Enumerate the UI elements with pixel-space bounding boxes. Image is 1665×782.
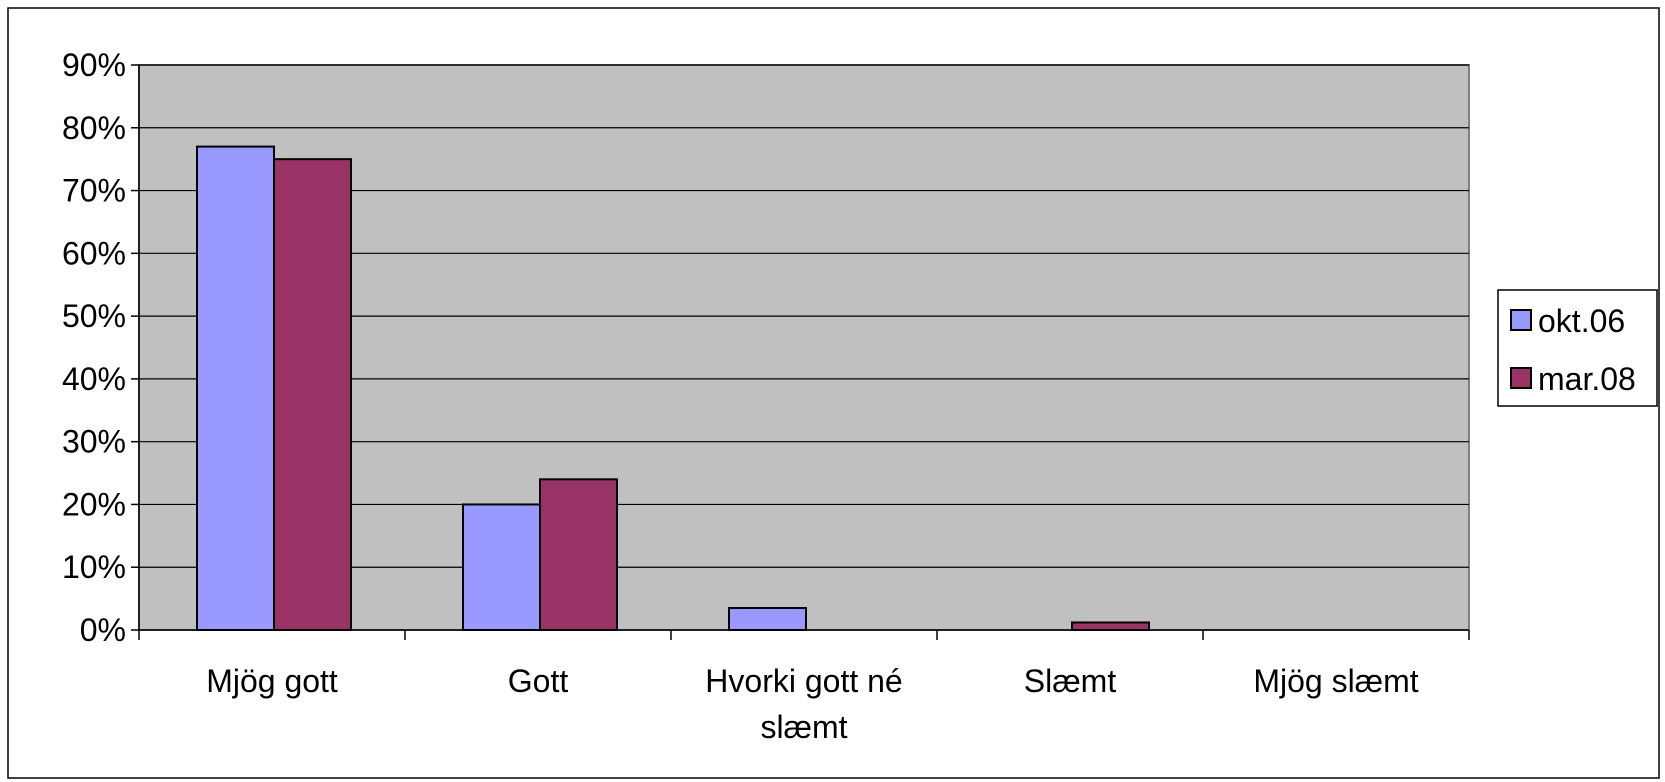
- y-tick-label: 90%: [62, 47, 126, 83]
- legend: okt.06 mar.08: [1497, 289, 1658, 407]
- bar: [539, 478, 618, 632]
- bar: [462, 503, 541, 632]
- legend-swatch: [1510, 367, 1532, 389]
- y-tick-label: 70%: [62, 173, 126, 209]
- bars: [196, 145, 1150, 632]
- x-tick-label: Mjög slæmt: [1253, 663, 1418, 699]
- y-tick-label: 40%: [62, 361, 126, 397]
- x-tick-label: Hvorki gott né slæmt: [705, 663, 902, 745]
- x-tick-label: Gott: [508, 663, 569, 699]
- bar: [1071, 621, 1150, 632]
- y-tick-label: 30%: [62, 424, 126, 460]
- y-tick-label: 60%: [62, 235, 126, 271]
- legend-label: mar.08: [1538, 361, 1636, 397]
- bar: [728, 607, 807, 631]
- plot-area: [138, 64, 1470, 631]
- y-tick-label: 80%: [62, 110, 126, 146]
- y-tick-label: 0%: [80, 612, 126, 648]
- x-tick-label: Mjög gott: [206, 663, 338, 699]
- gridlines: [139, 64, 1469, 568]
- legend-swatch: [1510, 309, 1532, 331]
- bar: [273, 158, 352, 632]
- axes: 0% 10% 20% 30% 40% 50% 60% 70% 80% 90% Mjög gott Go…: [62, 47, 1470, 745]
- x-tick-label: Slæmt: [1024, 663, 1117, 699]
- y-tick-label: 10%: [62, 549, 126, 585]
- legend-label: okt.06: [1538, 303, 1625, 339]
- y-tick-label: 50%: [62, 298, 126, 334]
- y-tick-label: 20%: [62, 486, 126, 522]
- bar: [196, 145, 275, 631]
